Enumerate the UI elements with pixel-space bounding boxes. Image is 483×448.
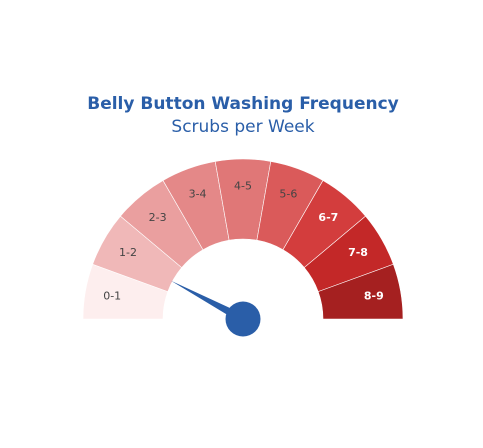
chart-subtitle: Scrubs per Week <box>171 117 314 137</box>
gauge-segment-label: 8-9 <box>364 289 384 302</box>
gauge-needle-hub <box>226 302 261 337</box>
gauge-segment-label: 3-4 <box>189 188 207 201</box>
gauge-segment-label: 7-8 <box>348 246 368 259</box>
chart-title: Belly Button Washing Frequency <box>87 94 399 114</box>
gauge-segment-label: 2-3 <box>149 211 167 224</box>
gauge-segment-label: 5-6 <box>279 188 297 201</box>
gauge-segment-label: 6-7 <box>318 211 338 224</box>
gauge-needle-group <box>171 281 261 337</box>
gauge-segment-label: 1-2 <box>119 246 137 259</box>
gauge-segment-label: 0-1 <box>103 289 121 302</box>
gauge-segment-label: 4-5 <box>234 180 252 193</box>
